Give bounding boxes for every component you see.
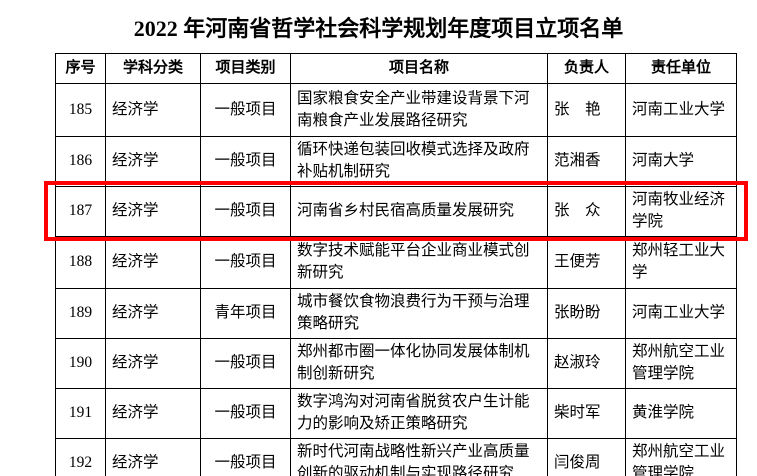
cell-category: 一般项目: [200, 337, 291, 389]
cell-serial-no: 187: [55, 185, 106, 237]
table-row: 188 经济学 一般项目 数字技术赋能平台企业商业模式创新研究 王便芳 郑州轻工…: [55, 235, 737, 289]
cell-discipline: 经济学: [105, 437, 201, 476]
cell-category: 一般项目: [200, 235, 291, 289]
cell-serial-no: 191: [55, 387, 106, 439]
cell-unit: 河南大学: [625, 136, 737, 187]
cell-project-name: 河南省乡村民宿高质量发展研究: [290, 185, 548, 237]
cell-serial-no: 189: [55, 287, 106, 339]
cell-unit: 郑州轻工业大学: [625, 235, 737, 289]
table-row: 192 经济学 一般项目 新时代河南战略性新兴产业高质量创新的驱动机制与实现路径…: [55, 437, 737, 476]
cell-leader: 王便芳: [547, 235, 626, 289]
header-leader: 负责人: [547, 53, 626, 84]
cell-serial-no: 188: [55, 235, 106, 289]
project-approval-table: 序号 学科分类 项目类别 项目名称 负责人 责任单位 185 经济学 一般项目 …: [55, 53, 737, 476]
header-row: 序号 学科分类 项目类别 项目名称 负责人 责任单位: [55, 53, 737, 84]
cell-project-name: 城市餐饮食物浪费行为干预与治理策略研究: [290, 287, 548, 339]
cell-project-name: 数字技术赋能平台企业商业模式创新研究: [290, 235, 548, 289]
cell-discipline: 经济学: [105, 337, 201, 389]
header-discipline: 学科分类: [105, 53, 201, 84]
cell-leader: 张盼盼: [547, 287, 626, 339]
table-body: 185 经济学 一般项目 国家粮食安全产业带建设背景下河南粮食产业发展路径研究 …: [55, 83, 737, 476]
cell-category: 一般项目: [200, 136, 291, 187]
cell-discipline: 经济学: [105, 83, 201, 137]
table-header: 序号 学科分类 项目类别 项目名称 负责人 责任单位: [55, 53, 737, 84]
cell-category: 一般项目: [200, 437, 291, 476]
cell-discipline: 经济学: [105, 136, 201, 187]
cell-project-name: 循环快递包装回收模式选择及政府补贴机制研究: [290, 136, 548, 187]
cell-leader: 范湘香: [547, 136, 626, 187]
cell-discipline: 经济学: [105, 235, 201, 289]
cell-unit: 郑州航空工业管理学院: [625, 437, 737, 476]
cell-serial-no: 186: [55, 136, 106, 187]
cell-category: 一般项目: [200, 387, 291, 439]
header-unit: 责任单位: [625, 53, 737, 84]
header-project-name: 项目名称: [290, 53, 548, 84]
table-row: 190 经济学 一般项目 郑州都市圈一体化协同发展体制机制创新研究 赵淑玲 郑州…: [55, 337, 737, 389]
cell-category: 一般项目: [200, 185, 291, 237]
cell-serial-no: 185: [55, 83, 106, 137]
cell-unit: 郑州航空工业管理学院: [625, 337, 737, 389]
page-title: 2022 年河南省哲学社会科学规划年度项目立项名单: [133, 16, 624, 41]
cell-unit: 黄淮学院: [625, 387, 737, 439]
table-row: 191 经济学 一般项目 数字鸿沟对河南省脱贫农户生计能力的影响及矫正策略研究 …: [55, 387, 737, 439]
table-row: 186 经济学 一般项目 循环快递包装回收模式选择及政府补贴机制研究 范湘香 河…: [55, 136, 737, 187]
header-serial-no: 序号: [55, 53, 106, 84]
cell-unit: 河南工业大学: [625, 83, 737, 137]
cell-serial-no: 190: [55, 337, 106, 389]
cell-project-name: 郑州都市圈一体化协同发展体制机制创新研究: [290, 337, 548, 389]
cell-unit: 河南工业大学: [625, 287, 737, 339]
table-row: 187 经济学 一般项目 河南省乡村民宿高质量发展研究 张 众 河南牧业经济学院: [55, 185, 737, 237]
cell-discipline: 经济学: [105, 387, 201, 439]
cell-project-name: 数字鸿沟对河南省脱贫农户生计能力的影响及矫正策略研究: [290, 387, 548, 439]
table-row: 185 经济学 一般项目 国家粮食安全产业带建设背景下河南粮食产业发展路径研究 …: [55, 83, 737, 137]
cell-leader: 张 艳: [547, 83, 626, 137]
cell-leader: 柴时军: [547, 387, 626, 439]
cell-category: 一般项目: [200, 83, 291, 137]
cell-leader: 赵淑玲: [547, 337, 626, 389]
header-category: 项目类别: [200, 53, 291, 84]
cell-project-name: 新时代河南战略性新兴产业高质量创新的驱动机制与实现路径研究: [290, 437, 548, 476]
cell-leader: 闫俊周: [547, 437, 626, 476]
cell-leader: 张 众: [547, 185, 626, 237]
table-row: 189 经济学 青年项目 城市餐饮食物浪费行为干预与治理策略研究 张盼盼 河南工…: [55, 287, 737, 339]
cell-discipline: 经济学: [105, 185, 201, 237]
cell-discipline: 经济学: [105, 287, 201, 339]
cell-project-name: 国家粮食安全产业带建设背景下河南粮食产业发展路径研究: [290, 83, 548, 137]
cell-unit: 河南牧业经济学院: [625, 185, 737, 237]
cell-category: 青年项目: [200, 287, 291, 339]
cell-serial-no: 192: [55, 437, 106, 476]
